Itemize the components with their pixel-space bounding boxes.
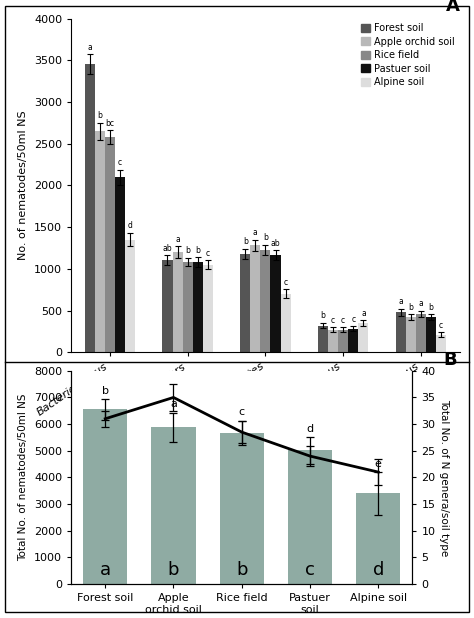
Text: b: b bbox=[409, 303, 413, 312]
Text: bc: bc bbox=[106, 119, 114, 128]
Text: a: a bbox=[361, 308, 366, 318]
Text: b: b bbox=[263, 233, 268, 242]
Y-axis label: No. of nematodes/50ml NS: No. of nematodes/50ml NS bbox=[18, 111, 28, 260]
Bar bbox=[396, 312, 406, 352]
Bar bbox=[163, 260, 173, 352]
Bar bbox=[318, 326, 328, 352]
Text: c: c bbox=[118, 158, 122, 167]
Text: a: a bbox=[253, 228, 258, 237]
Text: b: b bbox=[102, 386, 109, 396]
Bar bbox=[426, 317, 436, 352]
Bar bbox=[338, 330, 348, 352]
Bar bbox=[83, 410, 128, 584]
Bar bbox=[260, 250, 271, 352]
Text: c: c bbox=[305, 561, 315, 578]
Text: a: a bbox=[398, 297, 403, 307]
Bar bbox=[436, 335, 446, 352]
Bar bbox=[95, 131, 105, 352]
Text: A: A bbox=[446, 0, 460, 15]
Bar bbox=[115, 177, 125, 352]
Bar bbox=[250, 245, 260, 352]
Text: ab: ab bbox=[271, 239, 280, 248]
Bar bbox=[328, 330, 338, 352]
Bar bbox=[288, 451, 332, 584]
Text: c: c bbox=[341, 316, 345, 324]
Bar bbox=[203, 265, 213, 352]
Bar bbox=[348, 329, 358, 352]
Bar bbox=[358, 323, 368, 352]
Text: c: c bbox=[331, 316, 335, 324]
Bar bbox=[406, 317, 416, 352]
Text: a: a bbox=[175, 235, 180, 243]
Text: b: b bbox=[320, 311, 326, 320]
Text: b: b bbox=[428, 303, 433, 312]
Text: b: b bbox=[236, 561, 247, 578]
Text: c: c bbox=[239, 407, 245, 417]
Bar bbox=[219, 433, 264, 584]
Y-axis label: Total No. of nematodes/50ml NS: Total No. of nematodes/50ml NS bbox=[18, 394, 28, 561]
Bar bbox=[240, 254, 250, 352]
Text: b: b bbox=[243, 237, 248, 247]
Text: d: d bbox=[128, 221, 133, 231]
Bar bbox=[151, 427, 196, 584]
Legend: Forest soil, Apple orchid soil, Rice field, Pastuer soil, Alpine soil: Forest soil, Apple orchid soil, Rice fie… bbox=[356, 20, 459, 91]
Text: B: B bbox=[443, 350, 457, 369]
Bar bbox=[105, 137, 115, 352]
Text: c: c bbox=[283, 277, 288, 287]
Text: a: a bbox=[87, 43, 92, 52]
Text: b: b bbox=[195, 245, 200, 255]
Text: a: a bbox=[419, 299, 423, 308]
Text: ab: ab bbox=[163, 244, 173, 253]
Bar bbox=[416, 314, 426, 352]
Text: b: b bbox=[168, 561, 179, 578]
Text: c: c bbox=[439, 321, 443, 330]
Bar bbox=[85, 64, 95, 352]
Bar bbox=[271, 255, 281, 352]
Text: e: e bbox=[375, 459, 382, 469]
Bar bbox=[356, 493, 401, 584]
Bar bbox=[125, 240, 135, 352]
Text: c: c bbox=[206, 249, 210, 258]
Bar bbox=[281, 294, 291, 352]
Text: c: c bbox=[351, 315, 356, 324]
Y-axis label: Total No. of N genera/soil type: Total No. of N genera/soil type bbox=[439, 399, 449, 556]
Text: b: b bbox=[98, 111, 102, 121]
Text: d: d bbox=[373, 561, 384, 578]
Bar bbox=[182, 262, 193, 352]
Text: a: a bbox=[170, 399, 177, 410]
Bar bbox=[173, 252, 182, 352]
Bar bbox=[193, 262, 203, 352]
Text: d: d bbox=[306, 424, 314, 434]
Text: b: b bbox=[185, 247, 190, 255]
Text: a: a bbox=[100, 561, 111, 578]
